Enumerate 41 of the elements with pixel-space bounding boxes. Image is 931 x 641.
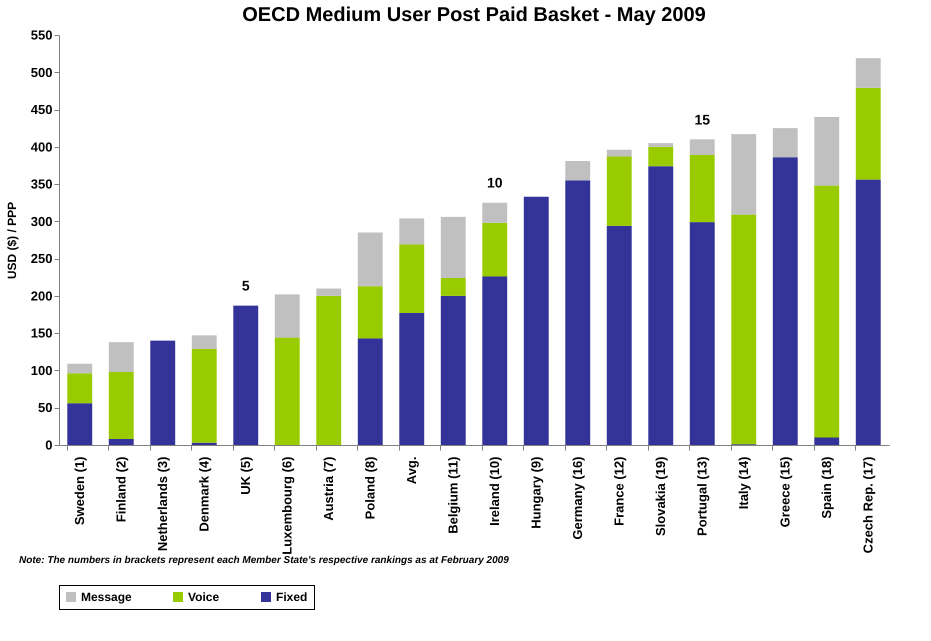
chart-title: OECD Medium User Post Paid Basket - May 2009 — [242, 4, 706, 26]
y-tick-label: 50 — [38, 400, 52, 416]
x-tick-label: Slovakia (19) — [652, 456, 668, 536]
y-tick-label: 100 — [30, 362, 52, 378]
x-tick-label: Sweden (1) — [72, 456, 87, 526]
annotation: 5 — [242, 278, 250, 294]
y-tick-label: 250 — [30, 251, 52, 266]
x-tick-label: Luxembourg (6) — [279, 456, 294, 555]
x-tick-label: Spain (18) — [818, 456, 834, 519]
y-tick-label: 550 — [30, 28, 52, 42]
x-tick-label: Czech Rep. (17) — [860, 456, 876, 554]
y-tick-label: 300 — [30, 214, 52, 229]
text: Note: The numbers in brackets represent each Member State's respective rankings as at February 2009 — [19, 555, 510, 566]
x-tick-label: UK (5) — [238, 456, 253, 495]
x-tick-label: Ireland (10) — [486, 456, 502, 526]
x-tick-label: Austria (7) — [320, 456, 336, 521]
y-tick-label: 200 — [30, 288, 52, 304]
y-tick-label: 0 — [45, 438, 52, 452]
x-tick-label: Poland (8) — [362, 456, 378, 520]
x-tick-label: Germany (16) — [570, 456, 585, 540]
x-tick-label: France (12) — [611, 456, 626, 526]
annotation: 10 — [486, 174, 503, 191]
y-tick-label: 450 — [30, 102, 52, 118]
x-tick-label: Belgium (11) — [445, 456, 460, 534]
legend-label: Fixed — [276, 590, 308, 604]
x-tick-label: Portugal (13) — [694, 456, 710, 536]
legend-label: Voice — [188, 590, 220, 604]
x-tick-label: Netherlands (3) — [154, 456, 170, 552]
y-tick-label: 150 — [30, 326, 52, 341]
y-axis-title: USD ($) / PPP — [4, 202, 19, 280]
y-tick-label: 350 — [30, 176, 52, 192]
x-tick-label: Finland (2) — [113, 456, 128, 522]
x-tick-label: Avg. — [404, 456, 419, 484]
x-tick-label: Greece (15) — [777, 456, 792, 528]
x-tick-label: Denmark (4) — [196, 456, 212, 532]
annotation: 15 — [694, 111, 710, 128]
y-tick-label: 500 — [30, 64, 52, 80]
y-tick-label: 400 — [30, 139, 52, 154]
x-tick-label: Hungary (9) — [528, 456, 544, 529]
legend-label: Message — [81, 590, 132, 604]
x-tick-label: Italy (14) — [736, 456, 751, 510]
